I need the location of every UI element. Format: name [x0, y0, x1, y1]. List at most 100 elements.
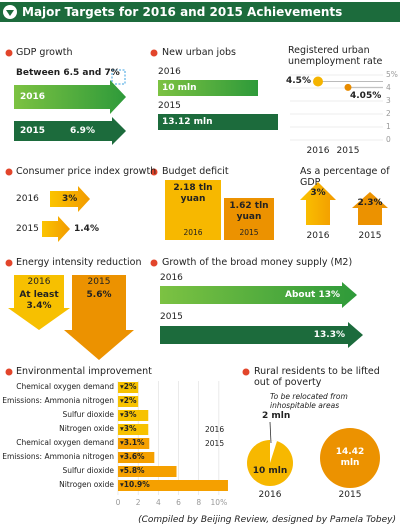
year-label: 2016	[306, 146, 330, 156]
year-label: 2016	[160, 273, 183, 283]
panel-title: Rural residents to be lifted out of pove…	[254, 366, 380, 388]
year-label: 2016	[258, 490, 282, 500]
chart-title: Environmental improvement	[16, 366, 152, 377]
value-label: 10 mln	[252, 466, 288, 476]
panel-title: As a percentage of GDP	[300, 166, 390, 188]
value-label: 10 mln	[162, 83, 197, 93]
x-tick-label: 8	[196, 498, 202, 507]
year-label: 2016	[16, 194, 39, 204]
year-label: 2016	[306, 231, 330, 241]
year-label: 2015	[20, 126, 46, 136]
value-label: 2.18 tln yuan	[173, 183, 213, 204]
x-tick-label: 2	[135, 498, 141, 507]
year-label: 2015	[160, 312, 183, 322]
dot	[313, 76, 323, 87]
bar	[118, 480, 228, 491]
year-label: 2016	[20, 92, 46, 102]
cpi-arrows	[42, 186, 90, 242]
jobs-bars	[158, 80, 278, 130]
chart-title: Registered urban unemployment rate	[288, 45, 383, 67]
bullets	[5, 49, 250, 376]
header-icon-arrow	[6, 10, 14, 16]
value-label: About 13%	[285, 290, 340, 300]
value-label: 2.3%	[357, 198, 383, 208]
value-label: 1.62 tln yuan	[229, 201, 269, 222]
value-label: 3%	[310, 188, 326, 198]
value-label: 3%	[62, 194, 78, 204]
rural-circles	[247, 421, 380, 488]
value-label: 1.4%	[74, 224, 99, 234]
bar	[118, 382, 139, 393]
value-label: 5.6%	[86, 290, 112, 300]
y-tick-label: 3	[386, 96, 391, 105]
x-tick-label: 4	[155, 498, 161, 507]
category-label: Nitrogen oxide	[59, 480, 114, 489]
bar	[118, 438, 150, 449]
y-tick-label: 1	[386, 122, 391, 131]
group-label: 2015	[205, 439, 225, 448]
value-label: ▾3%	[120, 424, 137, 433]
group-label: 2016	[205, 425, 225, 434]
panel-title: Energy intensity reduction	[16, 257, 142, 268]
year-label: 2016	[27, 277, 51, 287]
value-label: ▾3%	[120, 410, 137, 419]
year-label: 2015	[239, 228, 259, 237]
panel-title: New urban jobs	[162, 47, 236, 58]
y-tick-label: 5%	[386, 70, 398, 79]
dot	[344, 83, 352, 91]
note: To be relocated from inhospitable areas	[270, 392, 348, 410]
category-label: Emissions: Ammonia nitrogen	[2, 452, 114, 461]
bar	[118, 396, 139, 407]
value-label: 14.42 mln	[335, 447, 365, 468]
x-tick-label: 6	[176, 498, 181, 507]
panel-title: Budget deficit	[162, 166, 229, 177]
panel-title: GDP growth	[16, 47, 73, 58]
value-label: Between 6.5 and 7%	[16, 68, 120, 78]
gdp-arrows	[14, 69, 126, 145]
value-label: ▾3.1%	[120, 438, 145, 447]
category-label: Chemical oxygen demand	[16, 382, 114, 391]
deficit-boxes	[165, 180, 274, 240]
year-label: 2015	[358, 231, 382, 241]
value-label: 4.5%	[286, 75, 311, 86]
y-tick-label: 4	[386, 83, 391, 92]
value-label: 13.12 mln	[162, 117, 213, 127]
value-label: ▾2%	[120, 396, 137, 405]
bar	[118, 452, 155, 463]
y-tick-label: 2	[386, 109, 391, 118]
bar	[118, 424, 149, 435]
year-label: 2016	[183, 228, 203, 237]
category-label: Emissions: Ammonia nitrogen	[2, 396, 114, 405]
x-tick-label: 10%	[210, 498, 228, 507]
value-label: ▾2%	[120, 382, 137, 391]
m2-arrows	[160, 282, 363, 348]
year-label: 2015	[16, 224, 39, 234]
category-label: Nitrogen oxide	[59, 424, 114, 433]
value-label: At least 3.4%	[19, 290, 59, 311]
year-label: 2016	[158, 67, 181, 77]
panel-title: Consumer price index growth	[16, 166, 157, 177]
panel-title: Growth of the broad money supply (M2)	[162, 257, 353, 268]
value-label: ▾10.9%	[120, 480, 150, 489]
header-bar	[0, 2, 400, 22]
value-label: 4.05%	[350, 91, 382, 102]
year-label: 2015	[87, 277, 111, 287]
value-label: 2 mln	[262, 411, 291, 421]
category-label: Sulfur dioxide	[62, 466, 114, 475]
value-label: 13.3%	[313, 330, 345, 340]
bar	[118, 466, 177, 477]
value-label: 6.9%	[70, 126, 95, 136]
share-arrows	[300, 182, 388, 225]
value-label: ▾5.8%	[120, 466, 145, 475]
bar	[118, 410, 149, 421]
credit: (Compiled by Beijing Review, designed by…	[138, 515, 396, 525]
year-label: 2015	[338, 490, 362, 500]
x-tick-label: 0	[115, 498, 121, 507]
category-label: Chemical oxygen demand	[16, 438, 114, 447]
title: Major Targets for 2016 and 2015 Achievem…	[22, 5, 343, 19]
year-label: 2015	[158, 101, 181, 111]
y-tick-label: 0	[386, 135, 391, 144]
energy-arrows	[8, 275, 134, 360]
